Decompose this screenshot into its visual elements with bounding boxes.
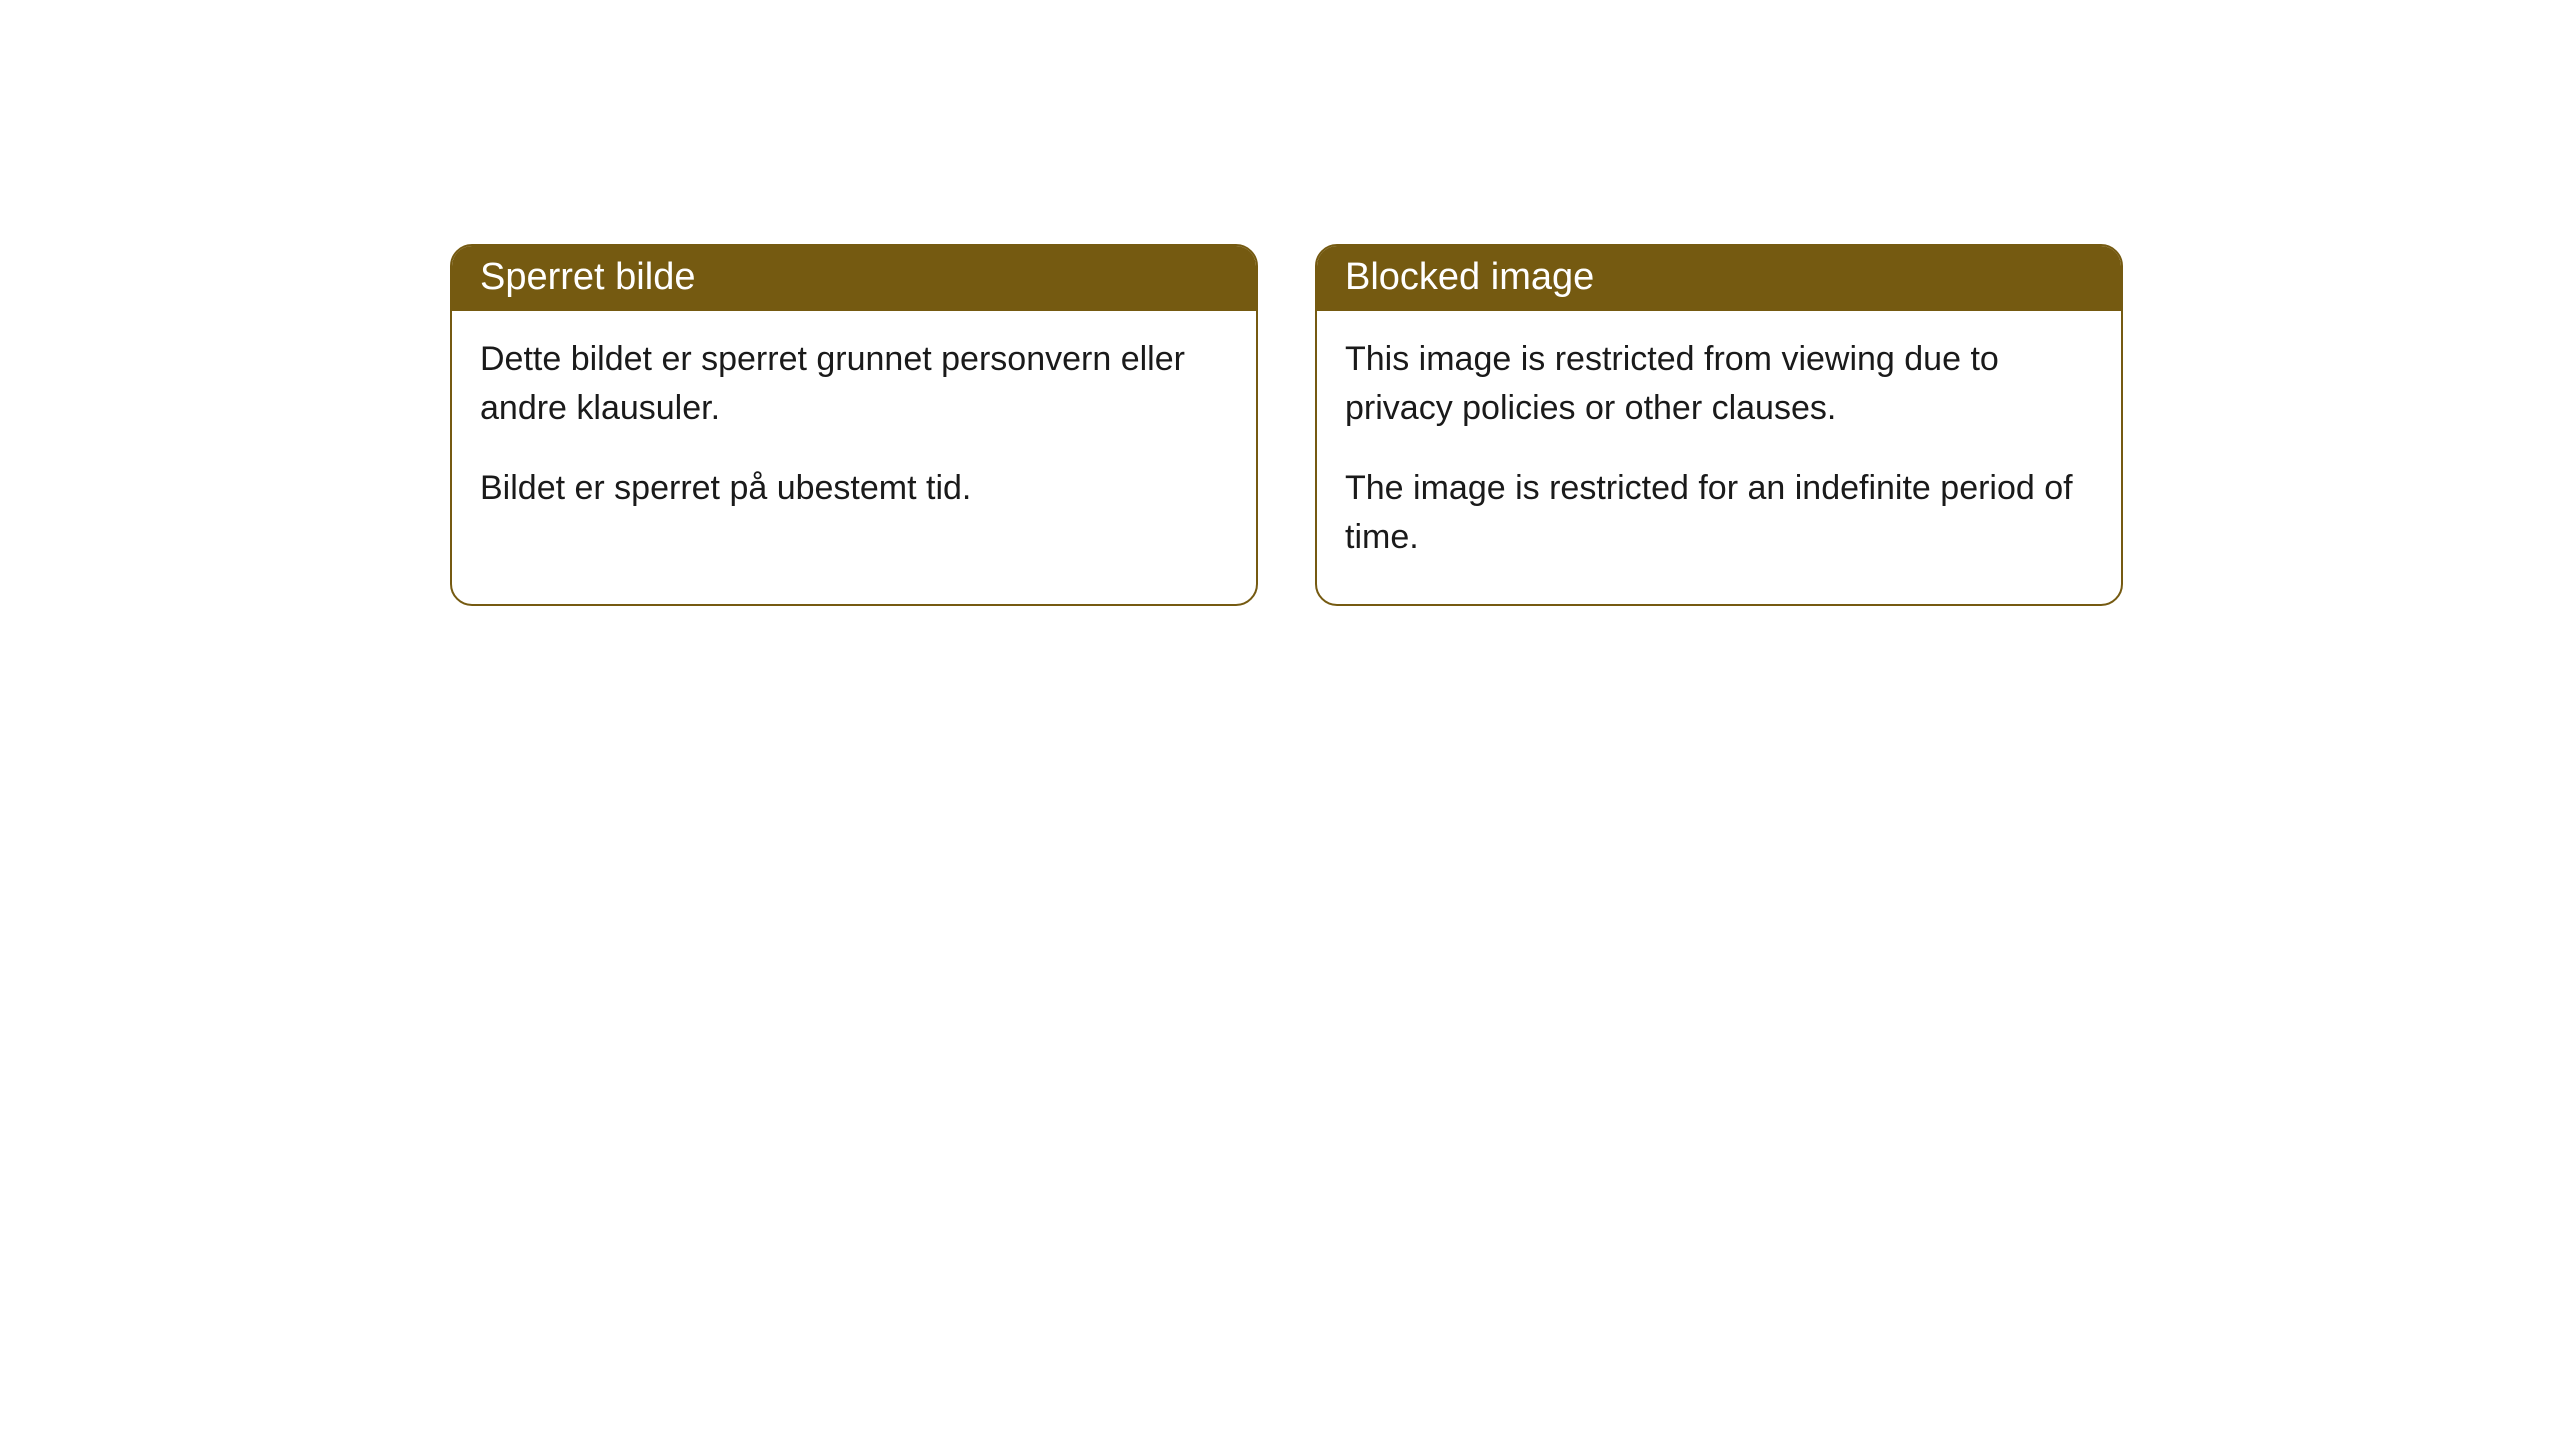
card-paragraph: The image is restricted for an indefinit… <box>1345 464 2093 563</box>
card-paragraph: Bildet er sperret på ubestemt tid. <box>480 464 1228 513</box>
card-body: Dette bildet er sperret grunnet personve… <box>452 311 1256 555</box>
card-title: Sperret bilde <box>452 246 1256 311</box>
card-title: Blocked image <box>1317 246 2121 311</box>
notice-card-english: Blocked image This image is restricted f… <box>1315 244 2123 606</box>
card-paragraph: This image is restricted from viewing du… <box>1345 335 2093 434</box>
notice-card-norwegian: Sperret bilde Dette bildet er sperret gr… <box>450 244 1258 606</box>
card-body: This image is restricted from viewing du… <box>1317 311 2121 604</box>
card-paragraph: Dette bildet er sperret grunnet personve… <box>480 335 1228 434</box>
notice-container: Sperret bilde Dette bildet er sperret gr… <box>0 0 2560 606</box>
